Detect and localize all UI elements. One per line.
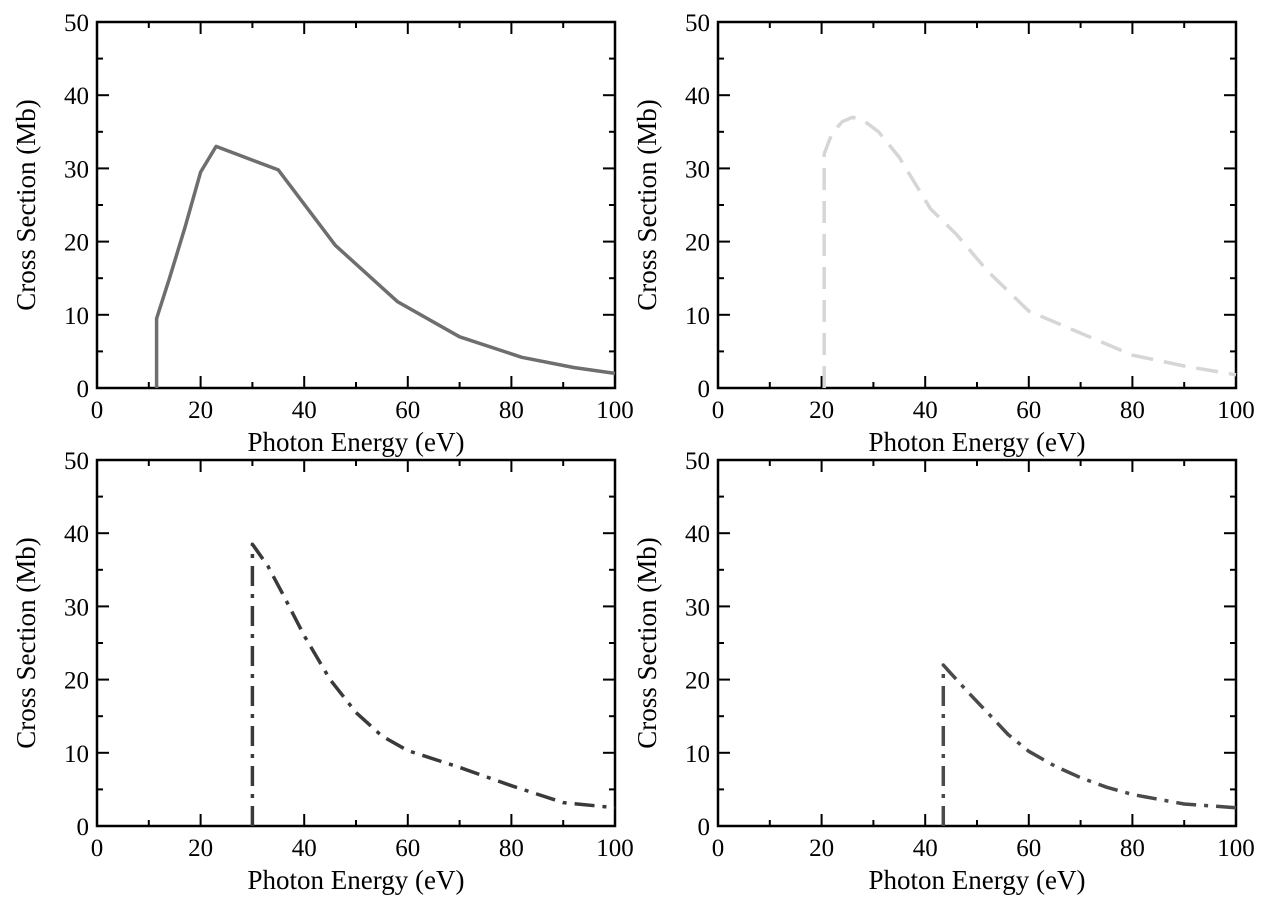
- chart-panel-2: 0 20 40 60 80 100 0 10 20 30 40 50 Photon Energy (eV…: [632, 10, 1255, 457]
- x-axis-title: Photon Energy (eV): [869, 865, 1086, 895]
- x-tick-label: 20: [809, 397, 834, 424]
- x-tick-label: 80: [1120, 835, 1145, 862]
- x-axis-title: Photon Energy (eV): [248, 865, 465, 895]
- y-tick-label: 50: [685, 10, 710, 37]
- x-tick-label: 0: [712, 835, 725, 862]
- y-axis-title: Cross Section (Mb): [632, 537, 662, 749]
- y-tick-label: 10: [685, 741, 710, 768]
- x-tick-label: 40: [913, 835, 938, 862]
- x-tick-label: 0: [91, 835, 104, 862]
- y-tick-label: 50: [685, 448, 710, 475]
- y-axis-title: Cross Section (Mb): [632, 99, 662, 311]
- x-tick-label: 60: [1016, 397, 1041, 424]
- y-tick-label: 10: [685, 303, 710, 330]
- series-line-1: [250, 542, 616, 826]
- x-tick-label: 40: [292, 835, 317, 862]
- series-line-1: [154, 144, 616, 388]
- plot-frame: [716, 20, 1238, 390]
- y-tick-label: 10: [64, 741, 89, 768]
- plot-frame: [716, 458, 1238, 828]
- y-tick-label: 0: [698, 376, 711, 403]
- y-tick-label: 20: [685, 668, 710, 695]
- y-tick-label: 20: [685, 230, 710, 257]
- y-axis-title: Cross Section (Mb): [11, 537, 41, 749]
- plot-frame: [95, 458, 617, 828]
- y-tick-label: 40: [685, 83, 710, 110]
- series-line-1: [822, 115, 1237, 388]
- x-tick-label: 100: [596, 397, 634, 424]
- y-tick-label: 20: [64, 668, 89, 695]
- y-tick-label: 40: [64, 521, 89, 548]
- x-tick-label: 20: [809, 835, 834, 862]
- x-tick-label: 60: [1016, 835, 1041, 862]
- x-tick-label: 80: [1120, 397, 1145, 424]
- x-tick-label: 20: [188, 397, 213, 424]
- x-axis-title: Photon Energy (eV): [248, 427, 465, 457]
- plot-frame: [95, 20, 617, 390]
- x-tick-label: 40: [913, 397, 938, 424]
- y-tick-label: 50: [64, 10, 89, 37]
- y-tick-label: 30: [685, 594, 710, 621]
- x-tick-label: 40: [292, 397, 317, 424]
- y-tick-label: 20: [64, 230, 89, 257]
- y-tick-label: 30: [685, 156, 710, 183]
- y-tick-label: 0: [77, 376, 90, 403]
- x-tick-label: 60: [395, 835, 420, 862]
- x-tick-label: 100: [596, 835, 634, 862]
- y-tick-label: 0: [77, 814, 90, 841]
- y-tick-label: 30: [64, 156, 89, 183]
- chart-panel-4: 0 20 40 60 80 100 0 10 20 30 40 50 Photon Energy (eV…: [632, 448, 1255, 895]
- y-axis-title: Cross Section (Mb): [11, 99, 41, 311]
- x-tick-label: 60: [395, 397, 420, 424]
- x-tick-label: 100: [1217, 397, 1255, 424]
- chart-panel-3: 0 20 40 60 80 100 0 10 20 30 40 50 Photon Energy (eV…: [11, 448, 634, 895]
- series-line-1: [941, 663, 1237, 826]
- x-tick-label: 80: [499, 835, 524, 862]
- x-tick-label: 0: [91, 397, 104, 424]
- y-tick-label: 50: [64, 448, 89, 475]
- y-tick-label: 40: [685, 521, 710, 548]
- x-tick-label: 80: [499, 397, 524, 424]
- y-tick-label: 40: [64, 83, 89, 110]
- y-tick-label: 0: [698, 814, 711, 841]
- x-tick-label: 20: [188, 835, 213, 862]
- x-tick-label: 0: [712, 397, 725, 424]
- x-tick-label: 100: [1217, 835, 1255, 862]
- y-tick-label: 30: [64, 594, 89, 621]
- chart-panel-1: 0 20 40 60 80 100 0 10 20 30 40 50 Photon Energy (eV…: [11, 10, 634, 457]
- x-axis-title: Photon Energy (eV): [869, 427, 1086, 457]
- y-tick-label: 10: [64, 303, 89, 330]
